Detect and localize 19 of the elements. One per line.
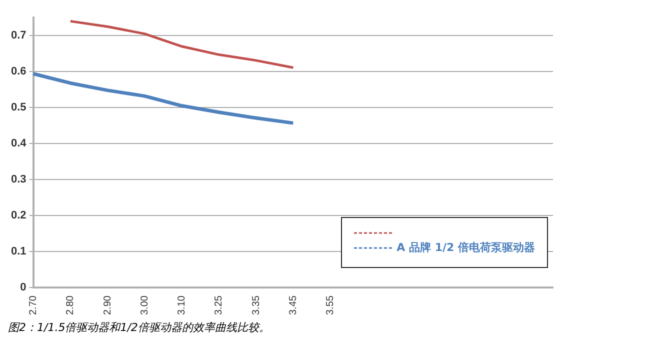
y-tick-label: 0.2 xyxy=(10,210,26,222)
y-tick-label: 0.4 xyxy=(10,138,28,150)
x-tick-label: 3.45 xyxy=(288,295,299,316)
x-tick-label: 2.80 xyxy=(65,295,76,316)
x-tick-label: 3.55 xyxy=(325,295,336,316)
x-tick-label: 3.25 xyxy=(214,295,225,316)
y-tick-label: 0.3 xyxy=(10,174,26,186)
y-tick-label: 0 xyxy=(20,282,26,294)
x-tick-label: 2.90 xyxy=(102,295,114,316)
legend-label: A 品牌 1/2 倍电荷泵驱动器 xyxy=(396,240,535,255)
x-tick-label: 3.10 xyxy=(176,295,188,316)
caption: 图2：1/1.5倍驱动器和1/2倍驱动器的效率曲线比较。 xyxy=(8,320,271,335)
x-tick-label: 2.70 xyxy=(28,295,40,316)
y-tick-label: 0.1 xyxy=(10,246,26,258)
y-tick-label: 0.7 xyxy=(10,30,26,42)
x-tick-label: 3.00 xyxy=(139,295,150,316)
y-tick-label: 0.5 xyxy=(10,102,26,114)
x-tick-label: 3.35 xyxy=(250,295,262,316)
y-tick-label: 0.6 xyxy=(10,66,26,78)
